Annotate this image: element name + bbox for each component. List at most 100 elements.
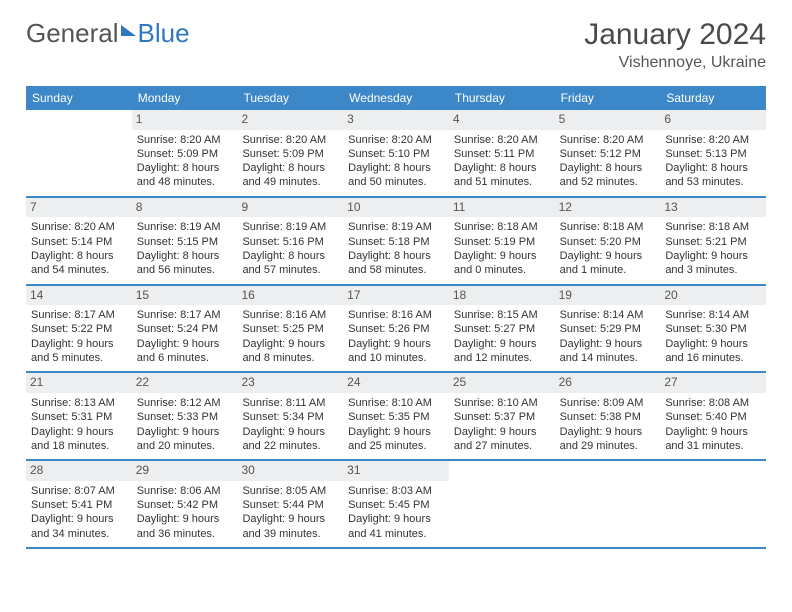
daylight-text: Daylight: 9 hours and 6 minutes. — [137, 337, 233, 366]
daylight-text: Daylight: 8 hours and 50 minutes. — [348, 161, 444, 190]
calendar-weeks: 1Sunrise: 8:20 AMSunset: 5:09 PMDaylight… — [26, 110, 766, 549]
sunset-text: Sunset: 5:13 PM — [665, 147, 761, 161]
sunrise-text: Sunrise: 8:12 AM — [137, 396, 233, 410]
sunrise-text: Sunrise: 8:18 AM — [665, 220, 761, 234]
sunset-text: Sunset: 5:09 PM — [137, 147, 233, 161]
calendar-page: GeneralBlue January 2024 Vishennoye, Ukr… — [0, 0, 792, 612]
daylight-text: Daylight: 8 hours and 49 minutes. — [242, 161, 338, 190]
sunset-text: Sunset: 5:29 PM — [560, 322, 656, 336]
sunrise-text: Sunrise: 8:18 AM — [560, 220, 656, 234]
daylight-text: Daylight: 9 hours and 34 minutes. — [31, 512, 127, 541]
daylight-text: Daylight: 8 hours and 56 minutes. — [137, 249, 233, 278]
sunset-text: Sunset: 5:30 PM — [665, 322, 761, 336]
sunrise-text: Sunrise: 8:16 AM — [242, 308, 338, 322]
calendar-cell: 5Sunrise: 8:20 AMSunset: 5:12 PMDaylight… — [555, 110, 661, 196]
calendar-week: 1Sunrise: 8:20 AMSunset: 5:09 PMDaylight… — [26, 110, 766, 198]
daylight-text: Daylight: 8 hours and 52 minutes. — [560, 161, 656, 190]
daylight-text: Daylight: 8 hours and 53 minutes. — [665, 161, 761, 190]
daylight-text: Daylight: 9 hours and 10 minutes. — [348, 337, 444, 366]
daylight-text: Daylight: 9 hours and 1 minute. — [560, 249, 656, 278]
day-number: 17 — [343, 286, 449, 306]
sunrise-text: Sunrise: 8:07 AM — [31, 484, 127, 498]
sunset-text: Sunset: 5:34 PM — [242, 410, 338, 424]
day-number: 16 — [237, 286, 343, 306]
sunset-text: Sunset: 5:25 PM — [242, 322, 338, 336]
sunset-text: Sunset: 5:37 PM — [454, 410, 550, 424]
day-header: Tuesday — [237, 86, 343, 110]
daylight-text: Daylight: 9 hours and 22 minutes. — [242, 425, 338, 454]
sunrise-text: Sunrise: 8:16 AM — [348, 308, 444, 322]
day-header: Monday — [132, 86, 238, 110]
daylight-text: Daylight: 9 hours and 31 minutes. — [665, 425, 761, 454]
calendar-cell: 31Sunrise: 8:03 AMSunset: 5:45 PMDayligh… — [343, 461, 449, 547]
sunrise-text: Sunrise: 8:08 AM — [665, 396, 761, 410]
day-number: 10 — [343, 198, 449, 218]
daylight-text: Daylight: 9 hours and 27 minutes. — [454, 425, 550, 454]
calendar-header-row: Sunday Monday Tuesday Wednesday Thursday… — [26, 86, 766, 110]
calendar-cell: 17Sunrise: 8:16 AMSunset: 5:26 PMDayligh… — [343, 286, 449, 372]
sunrise-text: Sunrise: 8:10 AM — [348, 396, 444, 410]
daylight-text: Daylight: 9 hours and 41 minutes. — [348, 512, 444, 541]
day-number: 14 — [26, 286, 132, 306]
day-header: Friday — [555, 86, 661, 110]
sunset-text: Sunset: 5:42 PM — [137, 498, 233, 512]
sunset-text: Sunset: 5:15 PM — [137, 235, 233, 249]
sunrise-text: Sunrise: 8:14 AM — [665, 308, 761, 322]
daylight-text: Daylight: 9 hours and 5 minutes. — [31, 337, 127, 366]
day-number: 1 — [132, 110, 238, 130]
sunset-text: Sunset: 5:16 PM — [242, 235, 338, 249]
sunset-text: Sunset: 5:10 PM — [348, 147, 444, 161]
day-number: 11 — [449, 198, 555, 218]
day-number: 13 — [660, 198, 766, 218]
calendar-cell: 28Sunrise: 8:07 AMSunset: 5:41 PMDayligh… — [26, 461, 132, 547]
day-number: 2 — [237, 110, 343, 130]
sunrise-text: Sunrise: 8:06 AM — [137, 484, 233, 498]
sunset-text: Sunset: 5:40 PM — [665, 410, 761, 424]
sunset-text: Sunset: 5:19 PM — [454, 235, 550, 249]
calendar-cell — [660, 461, 766, 547]
calendar-week: 28Sunrise: 8:07 AMSunset: 5:41 PMDayligh… — [26, 461, 766, 549]
daylight-text: Daylight: 9 hours and 25 minutes. — [348, 425, 444, 454]
daylight-text: Daylight: 9 hours and 39 minutes. — [242, 512, 338, 541]
sunset-text: Sunset: 5:14 PM — [31, 235, 127, 249]
day-number: 9 — [237, 198, 343, 218]
day-number: 6 — [660, 110, 766, 130]
daylight-text: Daylight: 9 hours and 29 minutes. — [560, 425, 656, 454]
day-number: 25 — [449, 373, 555, 393]
day-number: 15 — [132, 286, 238, 306]
daylight-text: Daylight: 9 hours and 3 minutes. — [665, 249, 761, 278]
day-number: 26 — [555, 373, 661, 393]
sunrise-text: Sunrise: 8:20 AM — [31, 220, 127, 234]
calendar-cell: 30Sunrise: 8:05 AMSunset: 5:44 PMDayligh… — [237, 461, 343, 547]
sunset-text: Sunset: 5:41 PM — [31, 498, 127, 512]
sunrise-text: Sunrise: 8:20 AM — [560, 133, 656, 147]
daylight-text: Daylight: 9 hours and 16 minutes. — [665, 337, 761, 366]
day-number: 19 — [555, 286, 661, 306]
calendar-cell: 25Sunrise: 8:10 AMSunset: 5:37 PMDayligh… — [449, 373, 555, 459]
daylight-text: Daylight: 9 hours and 20 minutes. — [137, 425, 233, 454]
title-block: January 2024 Vishennoye, Ukraine — [584, 18, 766, 72]
logo-triangle-icon — [121, 25, 136, 36]
calendar-cell: 27Sunrise: 8:08 AMSunset: 5:40 PMDayligh… — [660, 373, 766, 459]
calendar-cell: 21Sunrise: 8:13 AMSunset: 5:31 PMDayligh… — [26, 373, 132, 459]
day-header: Sunday — [26, 86, 132, 110]
sunset-text: Sunset: 5:12 PM — [560, 147, 656, 161]
calendar-cell: 6 Sunrise: 8:20 AMSunset: 5:13 PMDaylight… — [660, 110, 766, 196]
calendar-cell — [555, 461, 661, 547]
daylight-text: Daylight: 9 hours and 36 minutes. — [137, 512, 233, 541]
sunset-text: Sunset: 5:11 PM — [454, 147, 550, 161]
sunrise-text: Sunrise: 8:20 AM — [665, 133, 761, 147]
daylight-text: Daylight: 8 hours and 48 minutes. — [137, 161, 233, 190]
calendar-cell: 18Sunrise: 8:15 AMSunset: 5:27 PMDayligh… — [449, 286, 555, 372]
daylight-text: Daylight: 9 hours and 14 minutes. — [560, 337, 656, 366]
day-number: 4 — [449, 110, 555, 130]
sunrise-text: Sunrise: 8:15 AM — [454, 308, 550, 322]
calendar-cell: 15Sunrise: 8:17 AMSunset: 5:24 PMDayligh… — [132, 286, 238, 372]
logo-text-2: Blue — [138, 18, 190, 49]
day-number: 21 — [26, 373, 132, 393]
sunrise-text: Sunrise: 8:03 AM — [348, 484, 444, 498]
calendar-week: 21Sunrise: 8:13 AMSunset: 5:31 PMDayligh… — [26, 373, 766, 461]
calendar-cell: 22Sunrise: 8:12 AMSunset: 5:33 PMDayligh… — [132, 373, 238, 459]
calendar-cell: 12Sunrise: 8:18 AMSunset: 5:20 PMDayligh… — [555, 198, 661, 284]
calendar-cell — [26, 110, 132, 196]
